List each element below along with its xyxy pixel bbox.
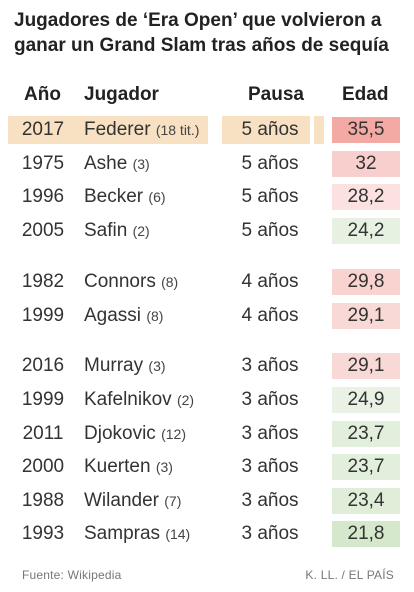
cell-pausa: 3 años — [241, 490, 299, 511]
credit-note: K. LL. / EL PAÍS — [305, 568, 394, 582]
cell-edad: 28,2 — [332, 184, 400, 210]
cell-edad: 23,7 — [332, 454, 400, 480]
cell-pausa: 3 años — [241, 523, 299, 544]
cell-ano: 2000 — [21, 456, 65, 477]
table-row: 1982 Connors (8) 4 años 29,8 — [0, 268, 414, 296]
titles-count: (8) — [146, 308, 164, 324]
table-row: 1999 Kafelnikov (2) 3 años 24,9 — [0, 386, 414, 414]
cell-pausa: 5 años — [241, 186, 299, 207]
table-row: 2000 Kuerten (3) 3 años 23,7 — [0, 453, 414, 481]
titles-count: (7) — [164, 493, 182, 509]
page-title: Jugadores de ‘Era Open’ que volvieron a … — [14, 10, 389, 56]
cell-ano: 1993 — [21, 523, 65, 544]
cell-jugador: Ashe (3) — [84, 150, 220, 178]
cell-jugador: Sampras (14) — [84, 520, 220, 548]
player-name: Becker — [84, 186, 144, 207]
cell-jugador: Djokovic (12) — [84, 420, 220, 448]
table-row: 2005 Safin (2) 5 años 24,2 — [0, 217, 414, 245]
titles-count: (3) — [155, 459, 173, 475]
player-name: Safin — [84, 220, 128, 241]
cell-ano: 1996 — [21, 186, 65, 207]
source-note: Fuente: Wikipedia — [22, 568, 122, 582]
titles-count: (14) — [165, 526, 191, 542]
player-name: Agassi — [84, 305, 142, 326]
cell-pausa: 3 años — [241, 456, 299, 477]
titles-count: (2) — [132, 223, 150, 239]
table-row: 1999 Agassi (8) 4 años 29,1 — [0, 302, 414, 330]
player-name: Ashe — [84, 153, 128, 174]
cell-pausa: 5 años — [241, 119, 299, 140]
cell-edad: 29,1 — [332, 353, 400, 379]
cell-jugador: Becker (6) — [84, 183, 220, 211]
cell-pausa: 3 años — [241, 389, 299, 410]
highlight-band — [8, 116, 208, 144]
titles-count: (3) — [148, 358, 166, 374]
cell-jugador: Kuerten (3) — [84, 453, 220, 481]
cell-ano: 1999 — [21, 305, 65, 326]
column-header-pausa: Pausa — [248, 84, 304, 105]
cell-pausa: 4 años — [241, 271, 299, 292]
player-name: Djokovic — [84, 423, 156, 444]
player-name: Wilander — [84, 490, 159, 511]
cell-ano: 1988 — [21, 490, 65, 511]
table-row: 2011 Djokovic (12) 3 años 23,7 — [0, 420, 414, 448]
titles-count: (3) — [132, 156, 150, 172]
cell-ano: 2017 — [21, 119, 65, 140]
cell-edad: 23,4 — [332, 488, 400, 514]
titles-count: (6) — [148, 189, 166, 205]
titles-count: (2) — [176, 392, 195, 408]
cell-edad: 21,8 — [332, 521, 400, 547]
cell-pausa: 3 años — [241, 355, 299, 376]
cell-pausa: 5 años — [241, 220, 299, 241]
table-row: 1975 Ashe (3) 5 años 32 — [0, 150, 414, 178]
cell-jugador: Murray (3) — [84, 352, 220, 380]
table-row: 1996 Becker (6) 5 años 28,2 — [0, 183, 414, 211]
cell-edad: 23,7 — [332, 421, 400, 447]
cell-edad: 32 — [332, 151, 400, 177]
cell-jugador: Safin (2) — [84, 217, 220, 245]
player-name: Sampras — [84, 523, 161, 544]
table-row: 2016 Murray (3) 3 años 29,1 — [0, 352, 414, 380]
cell-ano: 1975 — [21, 153, 65, 174]
table-row: 1993 Sampras (14) 3 años 21,8 — [0, 520, 414, 548]
cell-ano: 2011 — [22, 423, 64, 444]
cell-pausa: 4 años — [241, 305, 299, 326]
cell-jugador: Connors (8) — [84, 268, 220, 296]
cell-pausa: 5 años — [241, 153, 299, 174]
player-name: Federer — [84, 119, 151, 140]
titles-count: (18 tit.) — [155, 122, 200, 138]
highlight-band — [314, 116, 324, 144]
cell-jugador: Federer (18 tit.) — [84, 116, 220, 144]
table-row: 1988 Wilander (7) 3 años 23,4 — [0, 487, 414, 515]
cell-edad: 24,2 — [332, 218, 400, 244]
cell-jugador: Agassi (8) — [84, 302, 220, 330]
titles-count: (12) — [161, 426, 186, 442]
cell-ano: 2005 — [21, 220, 65, 241]
cell-jugador: Wilander (7) — [84, 487, 220, 515]
cell-ano: 1982 — [21, 271, 65, 292]
highlight-band — [222, 116, 310, 144]
column-header-ano: Año — [24, 84, 61, 105]
cell-ano: 2016 — [21, 355, 65, 376]
player-name: Kafelnikov — [84, 389, 172, 410]
titles-count: (8) — [161, 274, 179, 290]
cell-edad: 35,5 — [332, 117, 400, 143]
column-header-jugador: Jugador — [84, 84, 159, 105]
cell-edad: 29,8 — [332, 269, 400, 295]
cell-edad: 29,1 — [332, 303, 400, 329]
player-name: Murray — [84, 355, 144, 376]
player-name: Connors — [84, 271, 156, 292]
cell-pausa: 3 años — [241, 423, 299, 444]
cell-jugador: Kafelnikov (2) — [84, 386, 220, 414]
table-row: 2017 Federer (18 tit.) 5 años 35,5 — [0, 116, 414, 144]
column-header-edad: Edad — [342, 84, 389, 105]
player-name: Kuerten — [84, 456, 151, 477]
cell-ano: 1999 — [21, 389, 65, 410]
cell-edad: 24,9 — [332, 387, 400, 413]
